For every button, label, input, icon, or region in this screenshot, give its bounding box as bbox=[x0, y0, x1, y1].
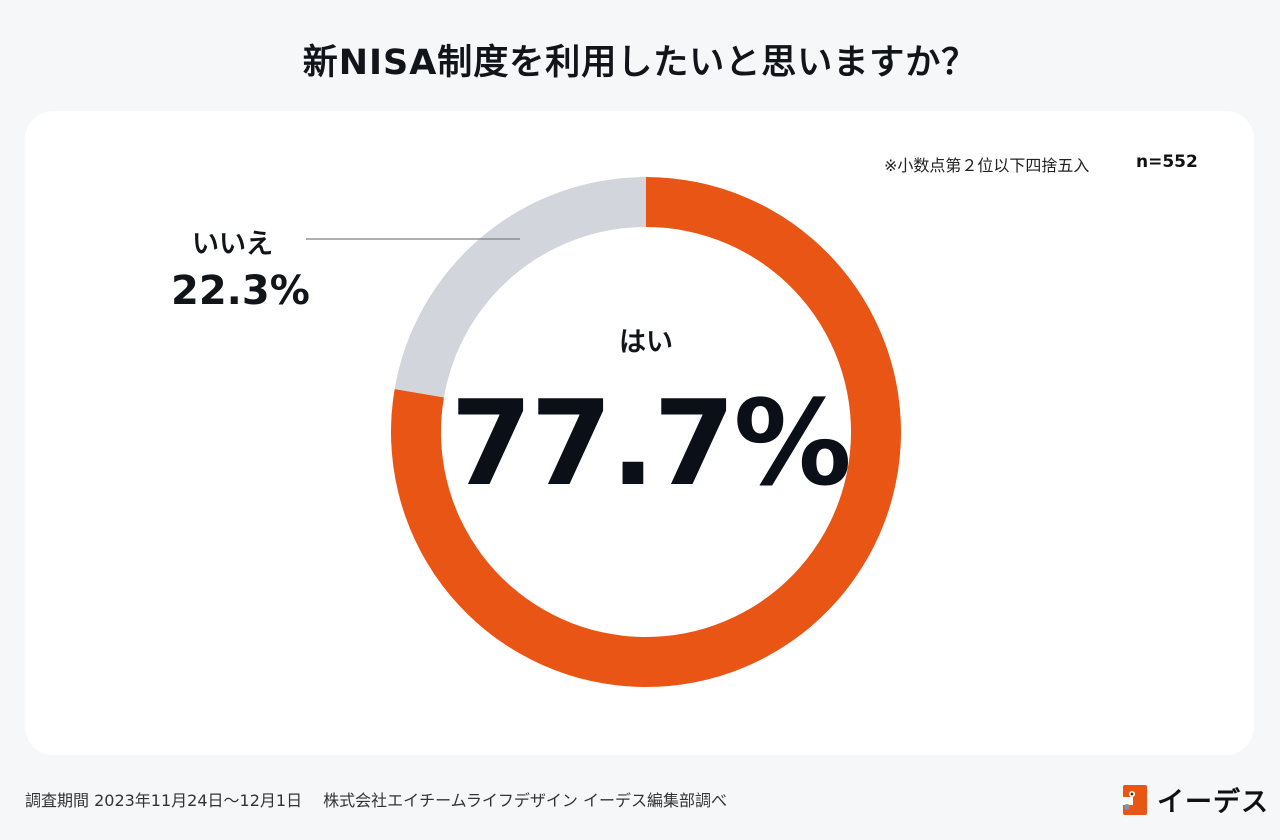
donut-slice-no bbox=[394, 177, 646, 398]
brand-logo: イーデス bbox=[1121, 780, 1269, 819]
sample-size: n=552 bbox=[1136, 152, 1198, 172]
logo-text: イーデス bbox=[1157, 787, 1269, 818]
slice-value-no: 22.3% bbox=[171, 268, 310, 314]
slice-label-no: いいえ bbox=[192, 229, 273, 260]
rounding-note: ※小数点第２位以下四捨五入 bbox=[884, 156, 1090, 175]
slice-value-yes: 77.7% bbox=[450, 374, 851, 512]
survey-footer: 調査期間 2023年11月24日〜12月1日 株式会社エイチームライフデザイン … bbox=[25, 791, 727, 810]
logo-mark-icon bbox=[1121, 784, 1147, 815]
slice-label-yes: はい bbox=[619, 327, 673, 358]
chart-title: 新NISA制度を利用したいと思いますか？ bbox=[302, 43, 978, 83]
